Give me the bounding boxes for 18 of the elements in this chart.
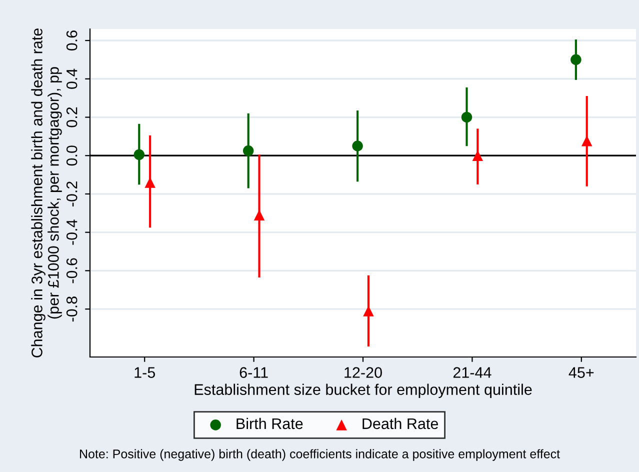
x-tick-label: 12-20 [344, 367, 382, 378]
x-axis-title: Establishment size bucket for employment quintile [194, 384, 532, 398]
text: Note: Positive (negative) birth (death) coefficients indicate a positive employment effect [80, 449, 560, 461]
y-tick-label: -0.8 [66, 296, 78, 322]
y-tick-label: 0.6 [66, 30, 78, 51]
x-tick-label: 1-5 [134, 367, 155, 378]
y-tick-label: 0.4 [66, 68, 78, 89]
x-tick-label: 6-11 [240, 367, 268, 378]
y-tick-label: 0.0 [66, 146, 78, 166]
legend-label: Death Rate [362, 418, 438, 430]
legend-label: Birth Rate [236, 418, 303, 430]
y-tick-label: 0.2 [66, 107, 78, 128]
x-tick-label: 45+ [568, 367, 594, 378]
y-tick-label: -0.4 [66, 220, 78, 245]
y-axis-title: Change in 3yr establishment birth and death rate (per £1000 shock, per mortgagor), pp [31, 28, 62, 358]
y-tick-label: -0.6 [66, 258, 78, 284]
y-tick-label: -0.2 [66, 182, 78, 206]
x-tick-label: 21-44 [453, 367, 492, 378]
